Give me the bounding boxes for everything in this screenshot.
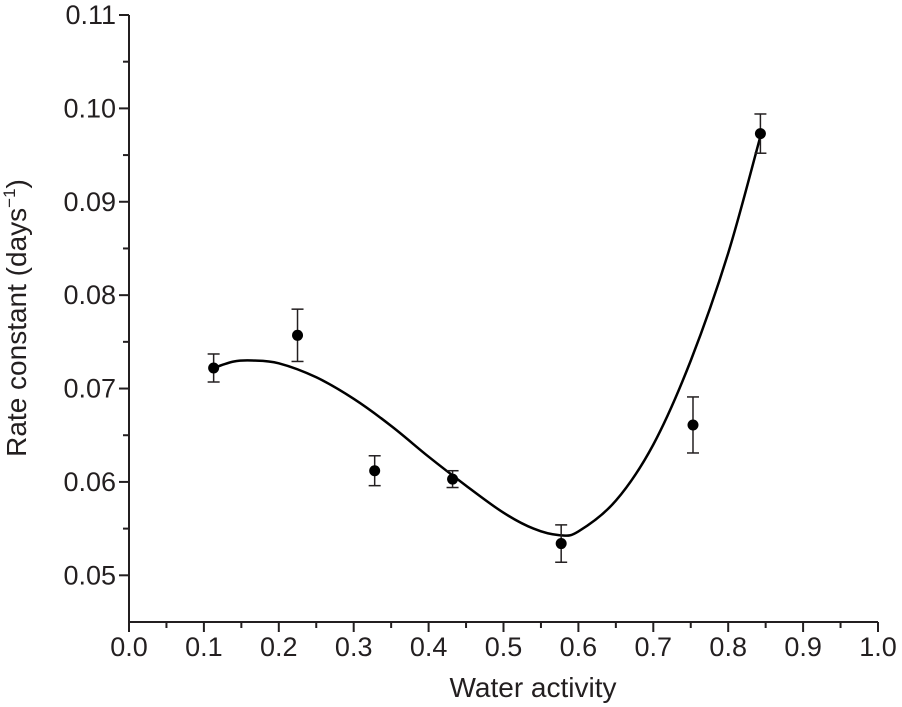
data-point: [208, 362, 220, 374]
data-point: [555, 538, 567, 550]
y-axis-label-close: ): [1, 179, 32, 188]
axes-layer: 0.0 0.1 0.2 0.3 0.4 0.5 0.6 0.7 0.8 0.9 1.0 0.05 0.0…: [63, 0, 896, 662]
data-point-group: [754, 113, 767, 154]
data-point: [447, 473, 459, 485]
data-point: [754, 128, 766, 140]
data-point: [687, 419, 699, 431]
data-point-group: [291, 308, 304, 363]
fit-curve-line: [213, 136, 762, 537]
x-tick-label: 1.0: [859, 632, 897, 662]
x-tick-label: 0.7: [635, 632, 673, 662]
x-tick-label: 0.6: [560, 632, 598, 662]
y-axis-label: Rate constant (days−1): [0, 179, 32, 457]
y-tick-label: 0.08: [63, 280, 116, 310]
data-point-group: [207, 353, 220, 383]
y-tick-label: 0.07: [63, 374, 116, 404]
data-point: [292, 329, 304, 341]
x-axis-label: Water activity: [450, 672, 617, 703]
x-tick-label: 0.1: [185, 632, 223, 662]
fit-curve-layer: [213, 136, 762, 537]
y-tick-label: 0.05: [63, 560, 116, 590]
y-tick-label: 0.10: [63, 93, 116, 123]
data-point-group: [686, 396, 699, 454]
y-axis-label-superscript: −1: [0, 188, 19, 207]
x-tick-label: 0.4: [410, 632, 448, 662]
x-tick-label: 0.8: [709, 632, 747, 662]
y-tick-label: 0.09: [63, 187, 116, 217]
data-points-layer: [207, 113, 767, 563]
y-tick-label: 0.11: [65, 0, 116, 30]
y-axis-label-main: Rate constant (days: [1, 208, 32, 457]
data-point-group: [555, 524, 568, 563]
data-point-group: [446, 469, 459, 489]
x-tick-label: 0.9: [784, 632, 822, 662]
x-tick-label: 0.3: [335, 632, 373, 662]
y-tick-label: 0.06: [63, 467, 116, 497]
x-tick-label: 0.2: [260, 632, 298, 662]
data-point-group: [368, 455, 381, 487]
x-tick-label: 0.0: [110, 632, 148, 662]
x-tick-label: 0.5: [485, 632, 523, 662]
data-point: [369, 465, 381, 477]
